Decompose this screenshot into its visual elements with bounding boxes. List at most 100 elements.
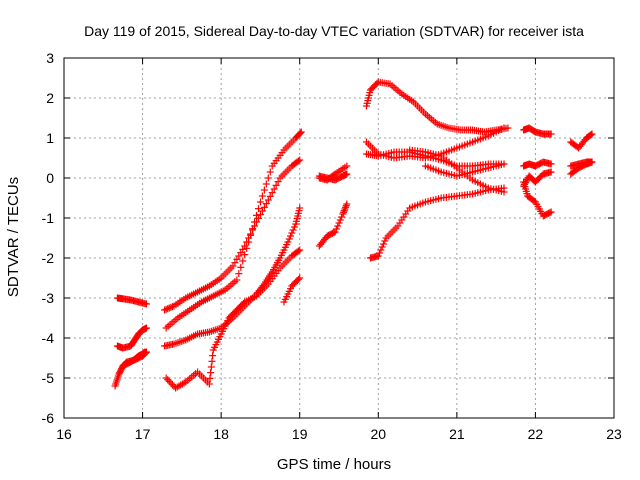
data-point-marker [260,203,268,211]
data-point-marker [297,128,305,136]
data-series [113,294,150,308]
data-point-marker [378,243,386,251]
data-point-marker [294,247,302,255]
data-point-marker [266,168,274,176]
data-point-marker [294,275,302,283]
data-point-marker [165,304,173,312]
data-point-marker [342,202,350,210]
data-point-marker [251,218,259,226]
data-point-marker [207,363,215,371]
data-point-marker [141,348,149,356]
data-point-marker [162,305,170,313]
data-point-marker [296,156,304,164]
data-points [111,78,596,392]
data-series [520,158,555,170]
data-point-marker [209,352,217,360]
data-series [161,156,304,314]
data-series [366,184,508,262]
data-point-marker [264,174,272,182]
data-point-marker [500,160,508,168]
data-point-marker [374,252,382,260]
data-point-marker [296,129,304,137]
data-point-marker [336,216,344,224]
data-point-marker [296,274,304,282]
data-point-marker [262,200,270,208]
x-tick-label: 23 [606,426,622,442]
data-point-marker [235,270,243,278]
data-point-marker [243,244,251,252]
y-tick-label: 2 [46,90,54,106]
data-point-marker [207,369,215,377]
y-tick-label: -2 [42,250,55,266]
data-point-marker [208,357,216,365]
data-point-marker [380,240,388,248]
data-series [315,200,351,250]
data-point-marker [335,219,343,227]
data-series [162,128,305,332]
data-point-marker [287,232,295,240]
data-point-marker [296,246,304,254]
y-tick-label: 3 [46,50,54,66]
data-series [162,246,304,392]
y-tick-label: 0 [46,170,54,186]
data-point-marker [331,228,339,236]
data-point-marker [290,223,298,231]
data-point-marker [330,229,338,237]
data-series [119,348,149,370]
data-point-marker [167,303,175,311]
data-series [315,170,351,184]
data-point-marker [377,246,385,254]
y-tick-label: -3 [42,290,55,306]
data-point-marker [546,209,554,217]
plot-frame [63,57,615,419]
x-axis-label: GPS time / hours [277,456,391,473]
data-point-marker [247,231,255,239]
data-point-marker [500,124,508,132]
data-point-marker [256,198,264,206]
data-point-marker [547,168,555,176]
data-point-marker [343,170,351,178]
x-tick-label: 18 [213,426,229,442]
data-series [520,124,555,138]
data-point-marker [332,225,340,233]
data-point-marker [342,203,350,211]
y-tick-label: -4 [42,330,55,346]
data-point-marker [339,210,347,218]
y-axis-label: SDTVAR / TECUs [5,177,22,297]
data-point-marker [164,305,172,313]
data-point-marker [341,205,349,213]
data-point-marker [168,381,176,389]
data-point-marker [296,204,304,212]
data-point-marker [547,160,555,168]
y-tick-label: 1 [46,130,54,146]
data-point-marker [272,181,280,189]
data-point-marker [340,208,348,216]
data-point-marker [587,131,595,139]
x-tick-label: 20 [370,426,386,442]
data-point-marker [256,211,264,219]
data-point-marker [268,189,276,197]
data-series [567,130,596,152]
data-series [421,160,508,180]
data-point-marker [373,79,381,87]
data-point-marker [205,380,213,388]
data-point-marker [294,157,302,165]
data-point-marker [254,205,262,213]
data-point-marker [260,186,268,194]
data-point-marker [547,208,555,216]
data-point-marker [588,158,596,166]
x-tick-label: 21 [449,426,465,442]
data-point-marker [143,300,150,308]
data-point-marker [206,374,214,382]
data-point-marker [588,130,596,138]
data-point-marker [241,251,249,259]
data-point-marker [245,238,253,246]
data-point-marker [500,184,508,192]
data-point-marker [165,377,173,385]
data-point-marker [338,213,346,221]
data-point-marker [343,162,351,170]
data-series [280,274,304,306]
data-series [520,168,555,190]
